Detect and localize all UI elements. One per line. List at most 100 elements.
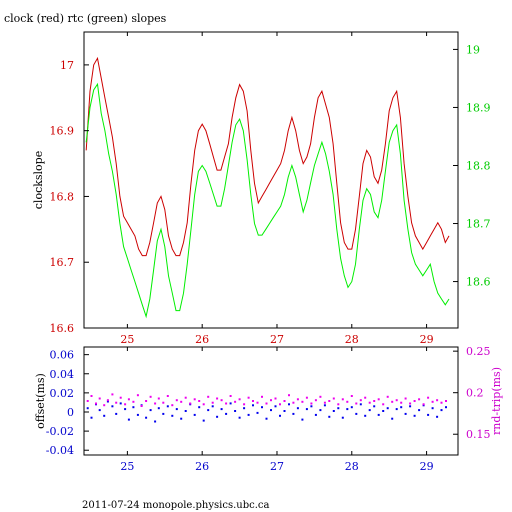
bottom-series-1-point <box>409 405 412 408</box>
bottom-series-2-point <box>292 401 295 404</box>
bottom-series-2-point <box>193 398 196 401</box>
bottom-series-1-point <box>404 412 407 415</box>
bottom-series-2-point <box>149 395 152 398</box>
bottom-series-1-point <box>86 407 89 410</box>
bottom-series-1-point <box>265 417 268 420</box>
bottom-series-2-point <box>288 394 290 397</box>
bottom-series-2-point <box>145 400 148 402</box>
bottom-series-2-point <box>115 401 118 404</box>
bottom-series-2-point <box>256 401 259 404</box>
bottom-series-2-point <box>328 400 331 402</box>
bottom-series-1-point <box>98 409 101 412</box>
bottom-series-2-point <box>422 403 425 406</box>
bottom-y-tick-label: -0.04 <box>46 444 74 457</box>
bottom-series-2-point <box>234 400 237 403</box>
bottom-y2-axis-label: rnd-trip(ms) <box>490 367 503 435</box>
bottom-series-1-point <box>445 406 447 409</box>
bottom-series-1-point <box>154 420 157 423</box>
bottom-series-2-point <box>409 402 412 405</box>
bottom-series-2-point <box>427 396 430 399</box>
bottom-series-1-point <box>207 409 210 412</box>
bottom-series-2-point <box>319 395 322 398</box>
bottom-series-2-point <box>198 400 201 402</box>
bottom-y-tick-label: -0.02 <box>46 425 74 438</box>
bottom-series-1-point <box>279 414 281 417</box>
bottom-series-1-point <box>256 411 259 414</box>
top-x-tick-label: 27 <box>270 333 284 346</box>
bottom-series-2-point <box>310 402 313 405</box>
bottom-series-1-point <box>314 413 317 416</box>
bottom-series-2-point <box>359 399 362 402</box>
bottom-series-2-point <box>136 394 139 397</box>
bottom-x-tick-label: 25 <box>120 460 134 473</box>
bottom-series-1-point <box>90 416 93 419</box>
bottom-series-1-point <box>319 409 322 412</box>
bottom-series-1-point <box>364 414 367 417</box>
top-series-group <box>85 56 450 319</box>
bottom-series-1-point <box>413 414 416 417</box>
bottom-series-1-point <box>328 415 331 418</box>
bottom-series-2-point <box>323 401 326 404</box>
bottom-series-1-point <box>395 408 398 411</box>
top-y2-tick-label: 18.8 <box>466 159 491 172</box>
bottom-series-2-point <box>252 400 254 402</box>
bottom-series-2-point <box>270 399 272 402</box>
bottom-x-tick-label: 27 <box>270 460 284 473</box>
bottom-series-2-point <box>243 403 246 406</box>
bottom-series-2-point <box>175 399 178 402</box>
bottom-series-1-point <box>252 404 254 407</box>
bottom-y-tick-label: 0.02 <box>50 387 75 400</box>
bottom-series-1-point <box>103 414 106 417</box>
bottom-series-2-point <box>265 402 268 405</box>
bottom-series-1-point <box>440 409 443 412</box>
bottom-series-2-point <box>119 396 122 399</box>
bottom-series-1-point <box>106 400 109 403</box>
bottom-series-2-point <box>211 401 214 404</box>
bottom-series-1-point <box>119 402 122 405</box>
top-x-tick-label: 28 <box>345 333 359 346</box>
bottom-series-1-point <box>202 419 205 422</box>
bottom-series-2-point <box>436 399 439 402</box>
top-y2-tick-label: 19 <box>466 43 480 56</box>
bottom-series-1-point <box>234 410 237 412</box>
bottom-y2-tick-label: 0.25 <box>466 345 491 358</box>
bottom-series-2-point <box>162 401 165 404</box>
bottom-series-1-point <box>436 415 439 418</box>
bottom-y-tick-label: 0 <box>67 406 74 419</box>
bottom-series-2-point <box>216 397 219 400</box>
bottom-series-1-point <box>180 417 183 420</box>
bottom-series-1-point <box>132 406 135 409</box>
bottom-series-1-point <box>198 406 201 409</box>
bottom-series-2-point <box>404 397 407 400</box>
bottom-series-1-point <box>382 410 385 412</box>
bottom-series-2-point <box>180 400 183 403</box>
bottom-series-1-point <box>359 403 362 406</box>
bottom-series-2-point <box>391 400 394 403</box>
top-x-tick-label: 25 <box>120 333 134 346</box>
bottom-series-1-point <box>127 418 130 421</box>
top-y-tick-label: 16.8 <box>50 190 75 203</box>
top-y2-tick-label: 18.6 <box>466 276 491 289</box>
bottom-series-1-point <box>247 413 250 416</box>
bottom-series-2-point <box>189 402 192 405</box>
bottom-series-1-point <box>274 405 277 408</box>
bottom-series-2-point <box>132 400 135 403</box>
bottom-series-1-point <box>175 408 178 411</box>
bottom-series-1-point <box>337 407 340 410</box>
bottom-series-1-point <box>296 407 299 410</box>
bottom-series-2-point <box>202 403 205 406</box>
bottom-series-1-point <box>386 407 389 410</box>
bottom-series-2-point <box>166 395 169 397</box>
bottom-series-1-point <box>355 412 358 415</box>
bottom-series-1-point <box>193 413 196 416</box>
bottom-series-1-point <box>124 408 127 411</box>
bottom-series-2-point <box>95 402 97 405</box>
top-y-tick-label: 16.7 <box>50 256 75 269</box>
top-series-2-line <box>85 82 450 319</box>
bottom-y2-tick-label: 0.2 <box>466 387 484 400</box>
bottom-series-2-point <box>103 404 106 407</box>
bottom-series-1-point <box>427 413 430 416</box>
bottom-plot-frame <box>83 346 459 456</box>
